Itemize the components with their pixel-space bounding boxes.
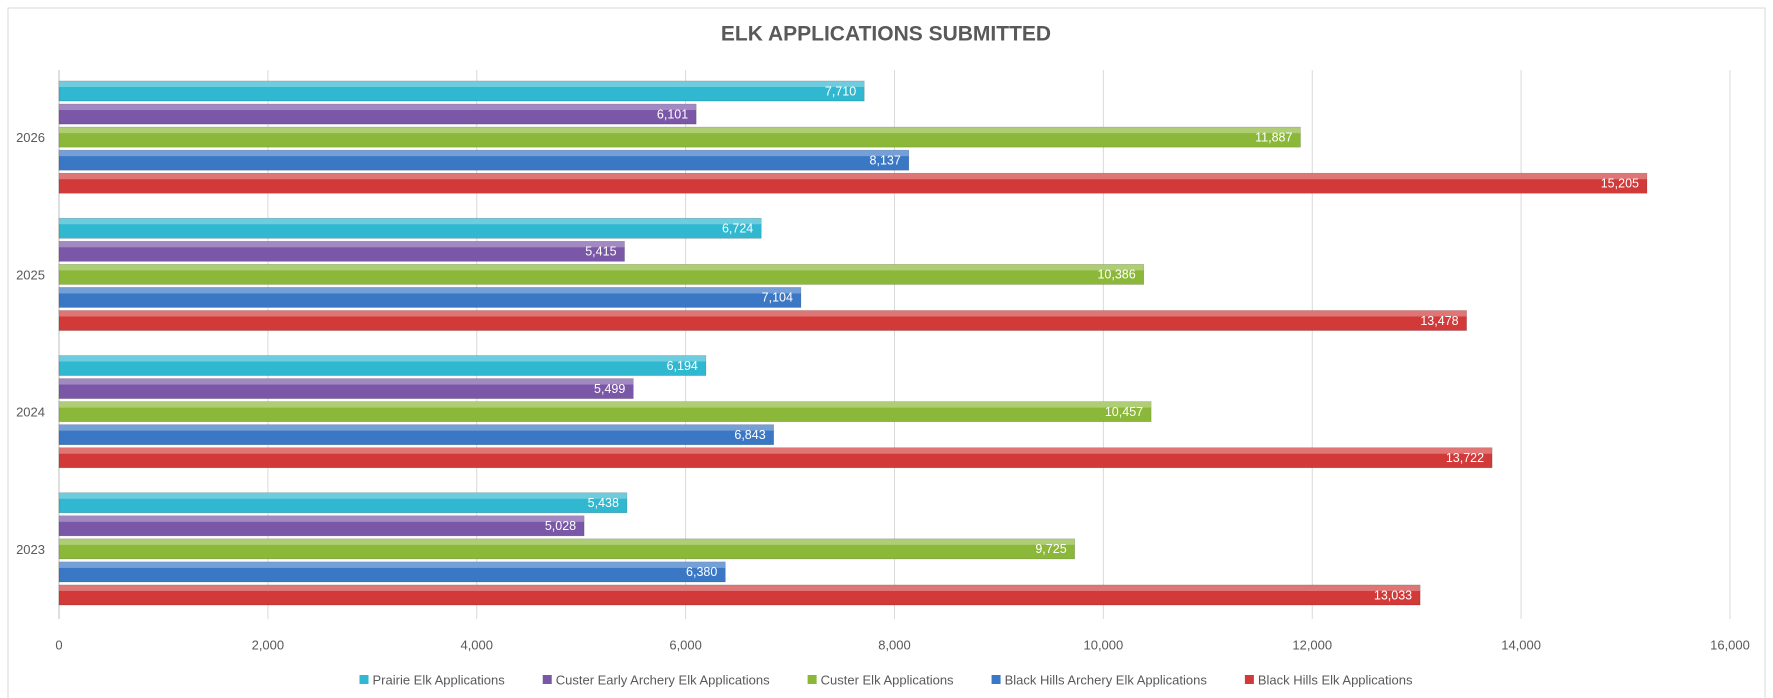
bar-highlight (59, 218, 762, 225)
value-label: 5,499 (594, 382, 625, 396)
bar-highlight (59, 584, 1421, 591)
x-tick-label: 12,000 (1292, 637, 1332, 652)
bar (58, 515, 585, 537)
value-label: 7,710 (825, 84, 856, 98)
bar (58, 126, 1301, 148)
bar (58, 310, 1467, 331)
value-label: 9,725 (1035, 542, 1066, 556)
bar-highlight (59, 104, 697, 111)
x-tick-label: 6,000 (669, 637, 702, 652)
bar-highlight (59, 561, 726, 568)
bar (58, 240, 625, 262)
bar-highlight (59, 287, 801, 294)
value-label: 13,722 (1446, 451, 1484, 465)
bar (58, 584, 1421, 606)
value-label: 11,887 (1255, 130, 1292, 144)
value-label: 5,415 (585, 245, 616, 259)
legend-swatch (542, 675, 552, 684)
value-label: 13,478 (1420, 314, 1458, 328)
value-label: 5,438 (588, 496, 619, 510)
bar (58, 172, 1648, 194)
bar-highlight (59, 538, 1075, 545)
bar-highlight (59, 127, 1301, 134)
bar (58, 378, 634, 399)
y-tick-label: 2024 (16, 405, 45, 420)
value-label: 10,386 (1097, 268, 1135, 282)
x-tick-label: 8,000 (878, 637, 911, 652)
legend-swatch (359, 675, 369, 684)
y-tick-label: 2026 (16, 130, 45, 145)
bar (58, 538, 1075, 560)
bar (58, 401, 1152, 422)
value-label: 6,101 (657, 107, 688, 121)
value-label: 6,380 (686, 565, 717, 579)
x-tick-label: 2,000 (252, 637, 285, 652)
bar-highlight (59, 355, 706, 362)
bar-highlight (59, 447, 1493, 454)
chart-title: ELK APPLICATIONS SUBMITTED (721, 23, 1051, 46)
bar (58, 492, 628, 514)
bar (58, 424, 774, 446)
legend-label: Custer Elk Applications (821, 672, 954, 687)
x-tick-label: 0 (55, 637, 62, 652)
bar (58, 561, 726, 583)
value-label: 8,137 (870, 153, 901, 167)
bar (58, 287, 802, 308)
value-label: 15,205 (1601, 177, 1639, 191)
legend-label: Black Hills Archery Elk Applications (1005, 672, 1208, 687)
y-tick-label: 2025 (16, 267, 45, 282)
bar-highlight (59, 150, 909, 157)
value-label: 6,194 (667, 359, 698, 373)
bar (58, 149, 910, 171)
bar-highlight (59, 515, 585, 522)
bar (58, 447, 1493, 469)
legend-label: Custer Early Archery Elk Applications (556, 672, 770, 687)
value-label: 13,033 (1374, 588, 1412, 602)
bar-highlight (59, 310, 1467, 317)
x-tick-label: 4,000 (460, 637, 493, 652)
y-tick-label: 2023 (16, 542, 45, 557)
value-label: 6,724 (722, 222, 753, 236)
legend-label: Prairie Elk Applications (373, 672, 506, 687)
bar (58, 80, 865, 102)
bar (58, 355, 707, 376)
bar (58, 264, 1144, 285)
value-label: 10,457 (1105, 405, 1143, 419)
bar-highlight (59, 401, 1152, 408)
value-label: 7,104 (762, 291, 793, 305)
value-label: 5,028 (545, 519, 576, 533)
bar-highlight (59, 378, 634, 385)
legend-swatch (807, 675, 817, 684)
bar-highlight (59, 424, 774, 431)
bar-highlight (59, 80, 865, 87)
legend-label: Black Hills Elk Applications (1258, 672, 1413, 687)
legend-swatch (1244, 675, 1254, 684)
x-tick-label: 14,000 (1501, 637, 1541, 652)
bar-highlight (59, 241, 625, 248)
bar (58, 217, 762, 239)
x-tick-label: 10,000 (1083, 637, 1123, 652)
bar-highlight (59, 173, 1647, 180)
value-label: 6,843 (734, 428, 765, 442)
bar-highlight (59, 264, 1144, 271)
legend-swatch (991, 675, 1001, 684)
bar (58, 103, 697, 125)
x-tick-label: 16,000 (1710, 637, 1750, 652)
bar-highlight (59, 492, 627, 499)
